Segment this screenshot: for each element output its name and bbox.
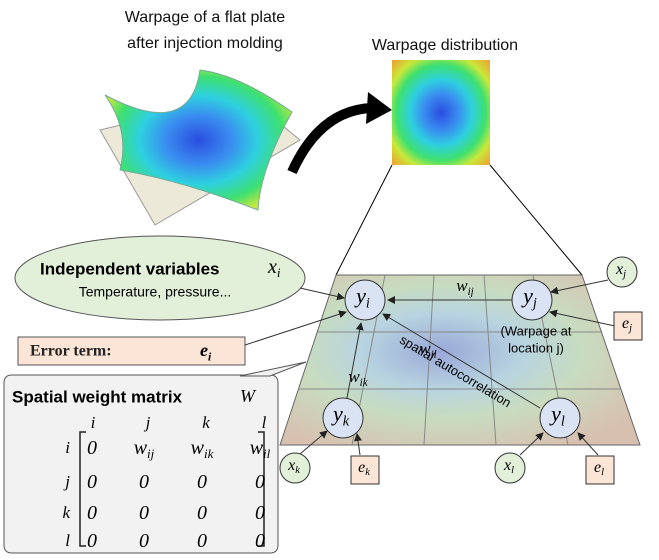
symbol: 0 <box>87 530 97 552</box>
symbol-base: y <box>521 283 533 308</box>
symbol-base: x <box>287 457 295 474</box>
symbol-base: w <box>456 276 468 295</box>
column-label: l <box>262 413 267 432</box>
symbol-base: 0 <box>197 502 207 524</box>
symbol-base: e <box>358 459 365 476</box>
symbol-base: w <box>419 339 431 358</box>
symbol: 0 <box>197 471 207 493</box>
symbol: 0 <box>139 471 149 493</box>
symbol-base: e <box>594 459 601 476</box>
symbol: 0 <box>197 502 207 524</box>
symbol-base: e <box>622 315 629 332</box>
symbol: 0 <box>255 530 265 552</box>
symbol-base: w <box>191 437 205 459</box>
symbol-base: w <box>250 437 264 459</box>
symbol-base: 0 <box>139 530 149 552</box>
variables-examples: Temperature, pressure... <box>79 284 232 300</box>
column-label: i <box>91 413 96 432</box>
row-label: j <box>63 472 70 491</box>
symbol-sub: il <box>263 446 271 461</box>
column-label: k <box>202 413 210 432</box>
symbol-base: x <box>503 457 511 474</box>
symbol-base: 0 <box>255 530 265 552</box>
symbol: 0 <box>87 502 97 524</box>
symbol-sub: k <box>343 414 350 430</box>
symbol-base: y <box>549 401 561 426</box>
symbol-sub: ik <box>360 377 369 389</box>
symbol-sub: i <box>366 296 370 312</box>
symbol: 0 <box>87 437 97 459</box>
symbol-sub: ij <box>468 286 474 298</box>
symbol-base: e <box>200 340 208 360</box>
symbol-base: 0 <box>197 471 207 493</box>
annotation: (Warpage at <box>500 323 571 338</box>
symbol-base: y <box>331 401 343 426</box>
symbol-base: 0 <box>255 502 265 524</box>
variables-title: Independent variables <box>40 259 220 278</box>
symbol-base: w <box>134 437 148 459</box>
symbol: 0 <box>139 530 149 552</box>
diagram: Warpage of a flat plate after injection … <box>0 0 659 560</box>
caption: after injection molding <box>127 35 283 52</box>
symbol-sub: k <box>295 465 300 476</box>
symbol-sub: l <box>511 465 514 476</box>
symbol-sub: il <box>431 349 437 361</box>
row-label: i <box>65 438 70 457</box>
symbol-sub: l <box>601 467 604 478</box>
error-label: Error term: <box>30 343 112 360</box>
symbol-sub: i <box>277 265 281 280</box>
connector <box>490 165 582 275</box>
symbol-base: 0 <box>87 471 97 493</box>
symbol-sub: k <box>365 467 370 478</box>
caption: Warpage distribution <box>372 37 518 54</box>
symbol-base: w <box>348 367 360 386</box>
symbol-base: x <box>615 261 623 278</box>
arrow <box>292 108 372 172</box>
symbol: 0 <box>139 502 149 524</box>
symbol: 0 <box>197 530 207 552</box>
warped-surface <box>105 70 292 210</box>
connector <box>336 165 392 275</box>
annotation: location j) <box>508 340 564 355</box>
arrow-head <box>366 92 392 124</box>
heatmap <box>392 60 490 165</box>
symbol-sub: ik <box>204 446 214 461</box>
symbol-sub: ij <box>147 446 155 461</box>
symbol-base: y <box>354 283 366 308</box>
symbol-base: x <box>267 256 277 278</box>
symbol-sub: l <box>561 414 565 430</box>
symbol-base: 0 <box>139 471 149 493</box>
caption: Warpage of a flat plate <box>125 9 285 26</box>
symbol-base: 0 <box>87 437 97 459</box>
matrix-symbol: W <box>240 386 257 406</box>
callout-pointer <box>240 362 306 376</box>
symbol-base: 0 <box>255 471 265 493</box>
symbol-base: 0 <box>87 502 97 524</box>
symbol-base: 0 <box>139 502 149 524</box>
row-label: k <box>62 503 70 522</box>
row-label: l <box>65 531 70 550</box>
symbol: 0 <box>255 502 265 524</box>
symbol-base: 0 <box>87 530 97 552</box>
matrix-title: Spatial weight matrix <box>12 387 183 406</box>
symbol: 0 <box>255 471 265 493</box>
symbol-base: 0 <box>197 530 207 552</box>
column-label: j <box>144 413 151 432</box>
symbol: 0 <box>87 471 97 493</box>
